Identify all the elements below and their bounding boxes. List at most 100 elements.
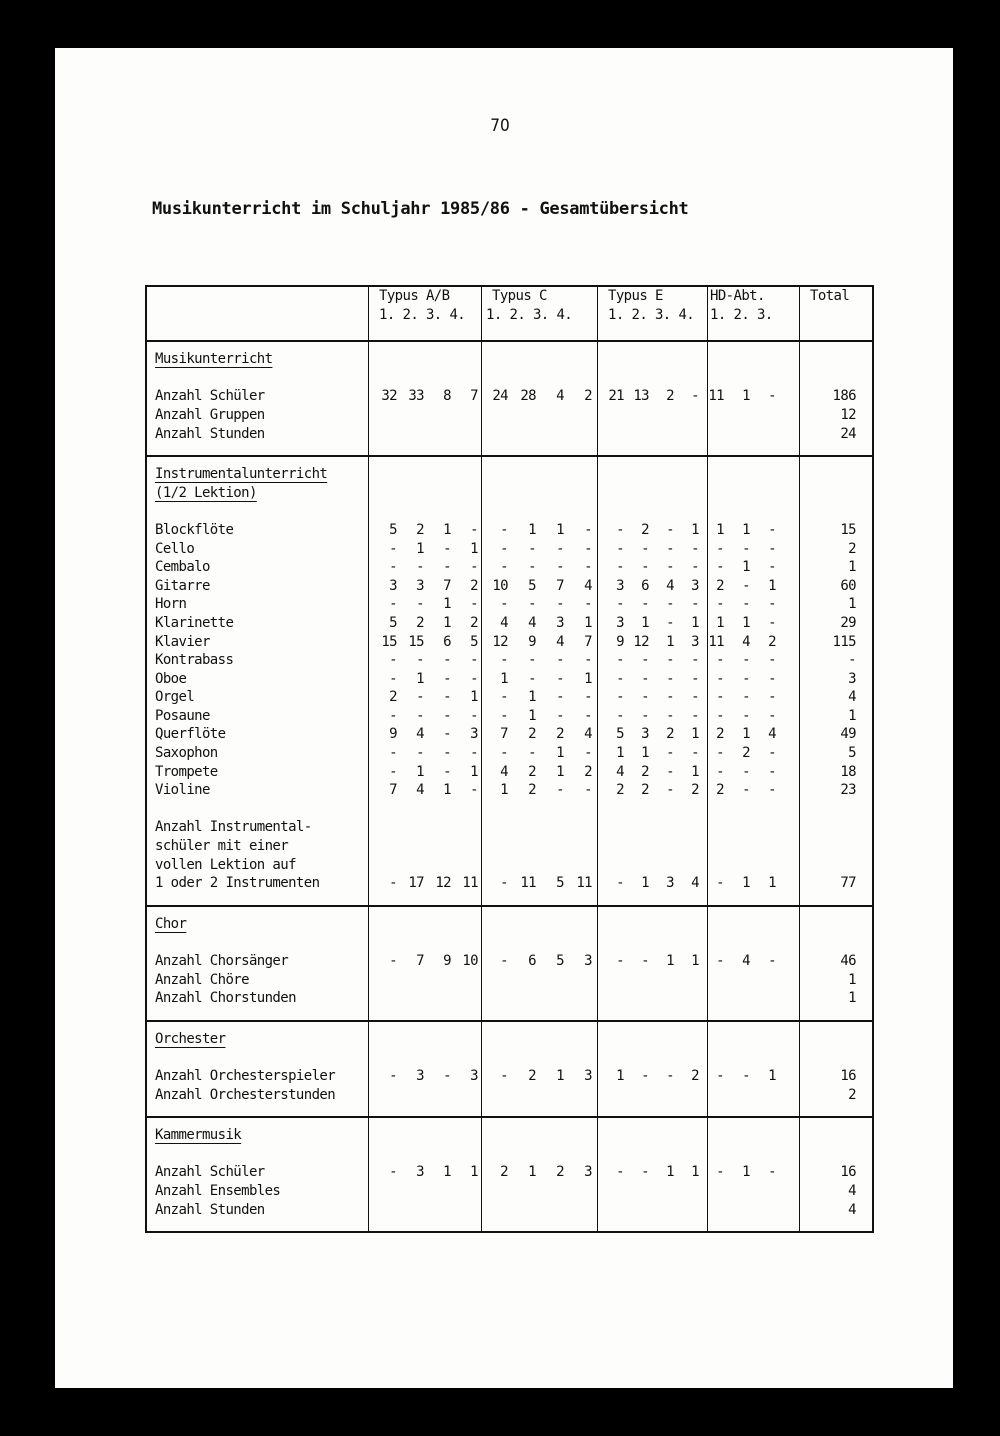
cell-value: 1 [584, 614, 592, 631]
table-row: Orgel 2- -1-1- - - - - - - - -4 [147, 688, 872, 707]
cell-value: 1 [556, 745, 564, 762]
cell-value: 2 [416, 521, 424, 538]
cell-value: 33 [408, 388, 424, 405]
row-label: Anzahl Orchesterstunden [155, 1086, 336, 1103]
cell-value: - [768, 745, 776, 762]
table-row: Trompete -1-1 4 2 1 2 4 2-1- - -18 [147, 762, 872, 782]
cell-value: - [691, 540, 699, 557]
cell-value: - [666, 652, 674, 669]
cell-value: - [666, 540, 674, 557]
cell-value: 1 [443, 782, 451, 799]
cell-value: 2 [716, 577, 724, 594]
table-row: Anzahl Gruppen 12 [147, 405, 872, 425]
table-row: schüler mit einer [147, 837, 872, 856]
cell-value: - [716, 745, 724, 762]
cell-value: 3 [556, 614, 564, 631]
cell-value: - [389, 953, 397, 969]
cell-value: 6 [528, 953, 536, 969]
table-section: Orchester Anzahl Orchesterspieler -3-3-2 1 3… [147, 1021, 872, 1119]
row-total: 1 [848, 971, 856, 988]
row-total: 115 [832, 633, 857, 650]
table-row: Anzahl Orchesterspieler -3-3-2 1 3 1- -2- -1 16 [147, 1066, 872, 1086]
cell-value: 2 [416, 614, 424, 631]
cell-value: - [616, 707, 624, 724]
cell-value: 2 [528, 782, 536, 799]
row-label: Anzahl Chöre [155, 971, 250, 988]
table-section: Musikunterricht Anzahl Schüler 32 33 8 7 24 28 4… [147, 342, 872, 458]
row-label: Anzahl Schüler [155, 388, 265, 405]
cell-value: 1 [691, 1164, 699, 1181]
cell-value: - [716, 763, 724, 780]
cell-value: - [641, 953, 649, 969]
cell-value: - [584, 540, 592, 557]
cell-value: - [470, 559, 478, 576]
cell-value: - [584, 652, 592, 669]
cell-value: 4 [416, 782, 424, 799]
row-label: Klavier [155, 633, 210, 650]
cell-value: - [528, 540, 536, 557]
cell-value: 24 [492, 388, 508, 405]
cell-value: - [443, 726, 451, 743]
section-title-row: Chor [147, 914, 872, 934]
cell-value: - [443, 540, 451, 557]
cell-value: 7 [500, 726, 508, 743]
cell-value: 5 [616, 726, 624, 743]
cell-value: - [584, 707, 592, 724]
cell-value: - [691, 596, 699, 613]
cell-value: 11 [520, 875, 536, 892]
cell-value: - [389, 707, 397, 724]
cell-value: - [616, 559, 624, 576]
cell-value: - [616, 670, 624, 687]
cell-value: - [500, 707, 508, 724]
cell-value: - [556, 652, 564, 669]
cell-value: - [742, 596, 750, 613]
cell-value: 5 [556, 875, 564, 892]
section-title: Chor [155, 915, 187, 932]
cell-value: - [443, 1067, 451, 1084]
cell-value: - [556, 670, 564, 687]
row-label: 1 oder 2 Instrumenten [155, 875, 320, 892]
cell-value: 12 [435, 875, 451, 892]
row-total: - [848, 652, 856, 669]
cell-value: 28 [520, 388, 536, 405]
cell-value: - [389, 745, 397, 762]
cell-value: - [389, 596, 397, 613]
cell-value: - [528, 745, 536, 762]
cell-value: 4 [528, 614, 536, 631]
section-title-row: Instrumentalunterricht [147, 465, 872, 484]
cell-value: 17 [408, 875, 424, 892]
cell-value: 1 [416, 763, 424, 780]
header-years-c: 1. 2. 3. 4. [482, 305, 598, 325]
cell-value: - [470, 521, 478, 538]
row-total: 12 [840, 406, 856, 423]
cell-value: 1 [528, 707, 536, 724]
table-row: Anzahl Chorsänger - 7 9 10 - 6 5 3 - - 1 1 - 4 - 46 [147, 952, 872, 971]
cell-value: - [666, 763, 674, 780]
cell-value: - [768, 540, 776, 557]
cell-value: - [470, 745, 478, 762]
cell-value: 1 [556, 521, 564, 538]
table-row: Anzahl Stunden 24 [147, 424, 872, 444]
cell-value: - [691, 670, 699, 687]
cell-value: - [768, 596, 776, 613]
row-label: Violine [155, 782, 210, 799]
row-total: 4 [848, 1201, 856, 1218]
cell-value: 5 [528, 577, 536, 594]
row-total: 49 [840, 726, 856, 743]
row-total: 3 [848, 670, 856, 687]
cell-value: - [389, 1164, 397, 1181]
cell-value: 1 [742, 388, 750, 405]
cell-value: - [584, 782, 592, 799]
cell-value: - [716, 1164, 724, 1181]
cell-value: - [691, 707, 699, 724]
table-section: Chor Anzahl Chorsänger -7 9 10-6 5 3- -1 1-4-46 A… [147, 906, 872, 1022]
cell-value: - [768, 388, 776, 405]
cell-value: - [556, 707, 564, 724]
cell-value: 12 [633, 633, 649, 650]
row-total: 5 [848, 745, 856, 762]
cell-value: 1 [470, 540, 478, 557]
cell-value: - [443, 670, 451, 687]
row-label: Trompete [155, 763, 218, 780]
cell-value: 3 [666, 875, 674, 892]
cell-value: - [528, 596, 536, 613]
